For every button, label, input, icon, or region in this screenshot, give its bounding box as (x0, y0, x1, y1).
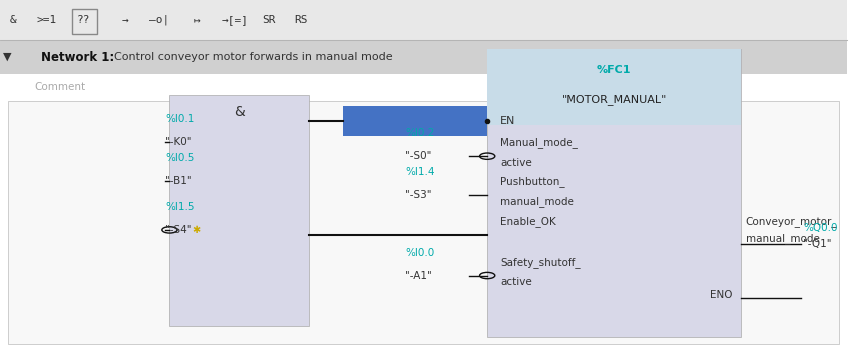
Text: %FC1: %FC1 (597, 65, 631, 75)
Text: Conveyor_motor_: Conveyor_motor_ (746, 216, 838, 227)
Text: %I1.5: %I1.5 (165, 202, 195, 212)
Text: "-A1": "-A1" (405, 271, 432, 280)
Text: ENO: ENO (710, 290, 733, 300)
Text: SR: SR (263, 15, 277, 25)
Text: Pushbutton_: Pushbutton_ (500, 176, 564, 187)
Text: >=1: >=1 (36, 15, 57, 25)
Text: &: & (9, 15, 16, 25)
Text: ↦: ↦ (194, 15, 201, 25)
Text: manual_mode: manual_mode (500, 196, 574, 207)
Text: "-S0": "-S0" (405, 151, 431, 161)
Text: –o|: –o| (149, 15, 169, 25)
Text: active: active (500, 277, 532, 287)
Text: %Q0.0: %Q0.0 (803, 223, 838, 233)
FancyBboxPatch shape (9, 101, 838, 344)
Text: "MOTOR_MANUAL": "MOTOR_MANUAL" (562, 94, 667, 106)
FancyBboxPatch shape (72, 9, 97, 34)
Text: ??: ?? (76, 15, 90, 25)
Text: Enable_OK: Enable_OK (500, 216, 556, 227)
Text: %I0.0: %I0.0 (405, 248, 435, 258)
Text: ✱: ✱ (192, 225, 200, 235)
Text: →: → (122, 15, 129, 25)
Text: active: active (500, 158, 532, 167)
Text: EN: EN (500, 116, 515, 126)
Text: Comment: Comment (34, 82, 85, 92)
Text: "-S4": "-S4" (165, 225, 192, 235)
Text: "-S3": "-S3" (405, 190, 431, 200)
Text: %I1.4: %I1.4 (405, 167, 435, 177)
FancyBboxPatch shape (487, 49, 741, 125)
Text: %I0.2: %I0.2 (405, 128, 435, 138)
FancyBboxPatch shape (343, 106, 487, 136)
Text: manual_mode: manual_mode (746, 233, 819, 244)
Text: Manual_mode_: Manual_mode_ (500, 137, 578, 148)
Text: RS: RS (294, 15, 308, 25)
Text: %I0.1: %I0.1 (165, 114, 195, 124)
Text: "-K0": "-K0" (165, 137, 192, 147)
FancyBboxPatch shape (0, 0, 847, 40)
Text: Network 1:: Network 1: (40, 51, 114, 64)
Text: →[=]: →[=] (222, 15, 249, 25)
Text: &: & (234, 105, 245, 119)
Text: Control conveyor motor forwards in manual mode: Control conveyor motor forwards in manua… (114, 52, 393, 62)
FancyBboxPatch shape (487, 49, 741, 337)
Text: "-Q1": "-Q1" (803, 239, 832, 249)
FancyBboxPatch shape (0, 40, 847, 74)
Text: "-B1": "-B1" (165, 176, 192, 186)
Text: Safety_shutoff_: Safety_shutoff_ (500, 257, 581, 268)
Text: ▼: ▼ (3, 52, 11, 62)
FancyBboxPatch shape (169, 95, 309, 326)
Text: %I0.5: %I0.5 (165, 153, 195, 163)
